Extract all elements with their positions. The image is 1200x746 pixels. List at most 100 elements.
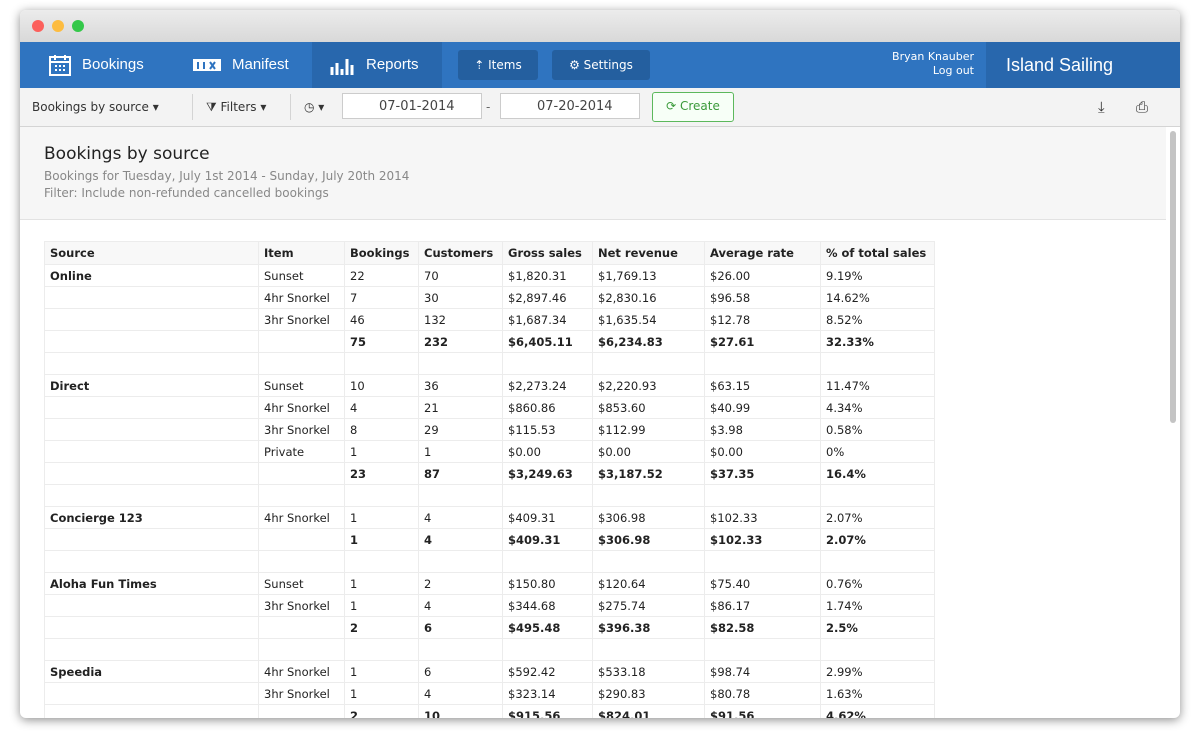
cell	[704, 550, 821, 573]
tab-label: Reports	[366, 56, 419, 73]
total-row: 75 232 $6,405.11 $6,234.83 $27.61 32.33%	[44, 330, 935, 353]
cell: $2,220.93	[592, 374, 705, 397]
cell: 4	[418, 506, 503, 529]
cell: 4hr Snorkel	[258, 506, 345, 529]
cell: $102.33	[704, 506, 821, 529]
cell: $150.80	[502, 572, 593, 595]
total-row: 2 10 $915.56 $824.01 $91.56 4.62%	[44, 704, 935, 718]
cell	[44, 484, 259, 507]
button-label: Create	[680, 99, 720, 113]
cell	[418, 484, 503, 507]
nav-tab[interactable]: Manifest	[192, 42, 289, 88]
cell: $96.58	[704, 286, 821, 309]
total-cell: $82.58	[704, 616, 821, 639]
filters-dropdown[interactable]: ⧩ Filters ▾	[206, 94, 291, 120]
cell: 30	[418, 286, 503, 309]
minimize-button[interactable]	[52, 20, 64, 32]
cell	[592, 352, 705, 375]
user-menu[interactable]: Bryan Knauber Log out	[860, 50, 974, 78]
cell: $592.42	[502, 660, 593, 683]
cell	[820, 352, 935, 375]
source-cell: Aloha Fun Times	[44, 572, 259, 595]
cell	[344, 638, 419, 661]
item-row: 3hr Snorkel 1 4 $323.14 $290.83 $80.78 1.63%	[44, 682, 935, 705]
cell	[704, 352, 821, 375]
total-cell: $27.61	[704, 330, 821, 353]
cell	[704, 638, 821, 661]
close-button[interactable]	[32, 20, 44, 32]
cell	[44, 330, 259, 353]
cell	[258, 616, 345, 639]
cell	[592, 484, 705, 507]
cell: Sunset	[258, 572, 345, 595]
print-button[interactable]: ⎙	[1136, 98, 1149, 116]
cell: $323.14	[502, 682, 593, 705]
tab-label: Bookings	[82, 56, 144, 73]
download-button[interactable]: ⤓	[1098, 98, 1105, 116]
total-cell: 4.62%	[820, 704, 935, 718]
cell	[258, 704, 345, 718]
nav-tab-active[interactable]: Reports	[312, 42, 442, 88]
cell	[258, 484, 345, 507]
total-cell: $3,249.63	[502, 462, 593, 485]
cell: $0.00	[502, 440, 593, 463]
cell	[258, 528, 345, 551]
source-cell: Speedia	[44, 660, 259, 683]
cell: 4hr Snorkel	[258, 286, 345, 309]
total-cell: $409.31	[502, 528, 593, 551]
cell	[44, 440, 259, 463]
cell: 7	[344, 286, 419, 309]
cell: $120.64	[592, 572, 705, 595]
zoom-button[interactable]	[72, 20, 84, 32]
cell: 4	[344, 396, 419, 419]
cell: 21	[418, 396, 503, 419]
total-cell: 16.4%	[820, 462, 935, 485]
start-date-input[interactable]: 07-01-2014	[342, 93, 482, 119]
source-cell: Concierge 123	[44, 506, 259, 529]
cell: $290.83	[592, 682, 705, 705]
item-row: 3hr Snorkel 46 132 $1,687.34 $1,635.54 $12.78…	[44, 308, 935, 331]
cell	[44, 616, 259, 639]
end-date-input[interactable]: 07-20-2014	[500, 93, 640, 119]
cell: $75.40	[704, 572, 821, 595]
reports-icon	[330, 59, 354, 76]
source-cell: Direct	[44, 374, 259, 397]
cell	[418, 352, 503, 375]
cell: $409.31	[502, 506, 593, 529]
cell	[44, 594, 259, 617]
manifest-icon	[193, 59, 221, 72]
period-dropdown[interactable]: ◷ ▾	[304, 100, 325, 114]
nav-tab[interactable]: Bookings	[48, 42, 144, 88]
cell	[592, 638, 705, 661]
report-dropdown[interactable]: Bookings by source ▾	[32, 94, 193, 120]
spacer-row	[44, 550, 935, 573]
cell: 0.58%	[820, 418, 935, 441]
cell: 4	[418, 682, 503, 705]
cell	[44, 462, 259, 485]
total-row: 23 87 $3,249.63 $3,187.52 $37.35 16.4%	[44, 462, 935, 485]
total-cell: $915.56	[502, 704, 593, 718]
item-row: Online Sunset 22 70 $1,820.31 $1,769.13 $26.00…	[44, 264, 935, 287]
cell	[502, 550, 593, 573]
total-cell: 2	[344, 616, 419, 639]
cell: 3hr Snorkel	[258, 594, 345, 617]
scrollbar[interactable]	[1170, 131, 1176, 423]
header-row: Source Item Bookings Customers Gross sales Ne…	[44, 241, 935, 265]
date-value: 07-01-2014	[379, 99, 455, 114]
logout-link[interactable]: Log out	[932, 64, 974, 77]
create-button[interactable]: ⟳ Create	[652, 92, 734, 122]
cell: $2,830.16	[592, 286, 705, 309]
total-cell: 232	[418, 330, 503, 353]
column-header: Source	[44, 241, 259, 265]
cell: $853.60	[592, 396, 705, 419]
total-cell: 6	[418, 616, 503, 639]
cell	[258, 638, 345, 661]
settings-button[interactable]: ⚙ Settings	[552, 50, 650, 80]
item-row: Private 1 1 $0.00 $0.00 $0.00 0%	[44, 440, 935, 463]
window: Bookings Manifest Reports ⇡ Items ⚙ Sett…	[20, 10, 1180, 718]
items-button[interactable]: ⇡ Items	[458, 50, 538, 80]
total-cell: 32.33%	[820, 330, 935, 353]
item-row: Speedia 4hr Snorkel 1 6 $592.42 $533.18 $98.74…	[44, 660, 935, 683]
cell: $63.15	[704, 374, 821, 397]
cell: 3hr Snorkel	[258, 682, 345, 705]
